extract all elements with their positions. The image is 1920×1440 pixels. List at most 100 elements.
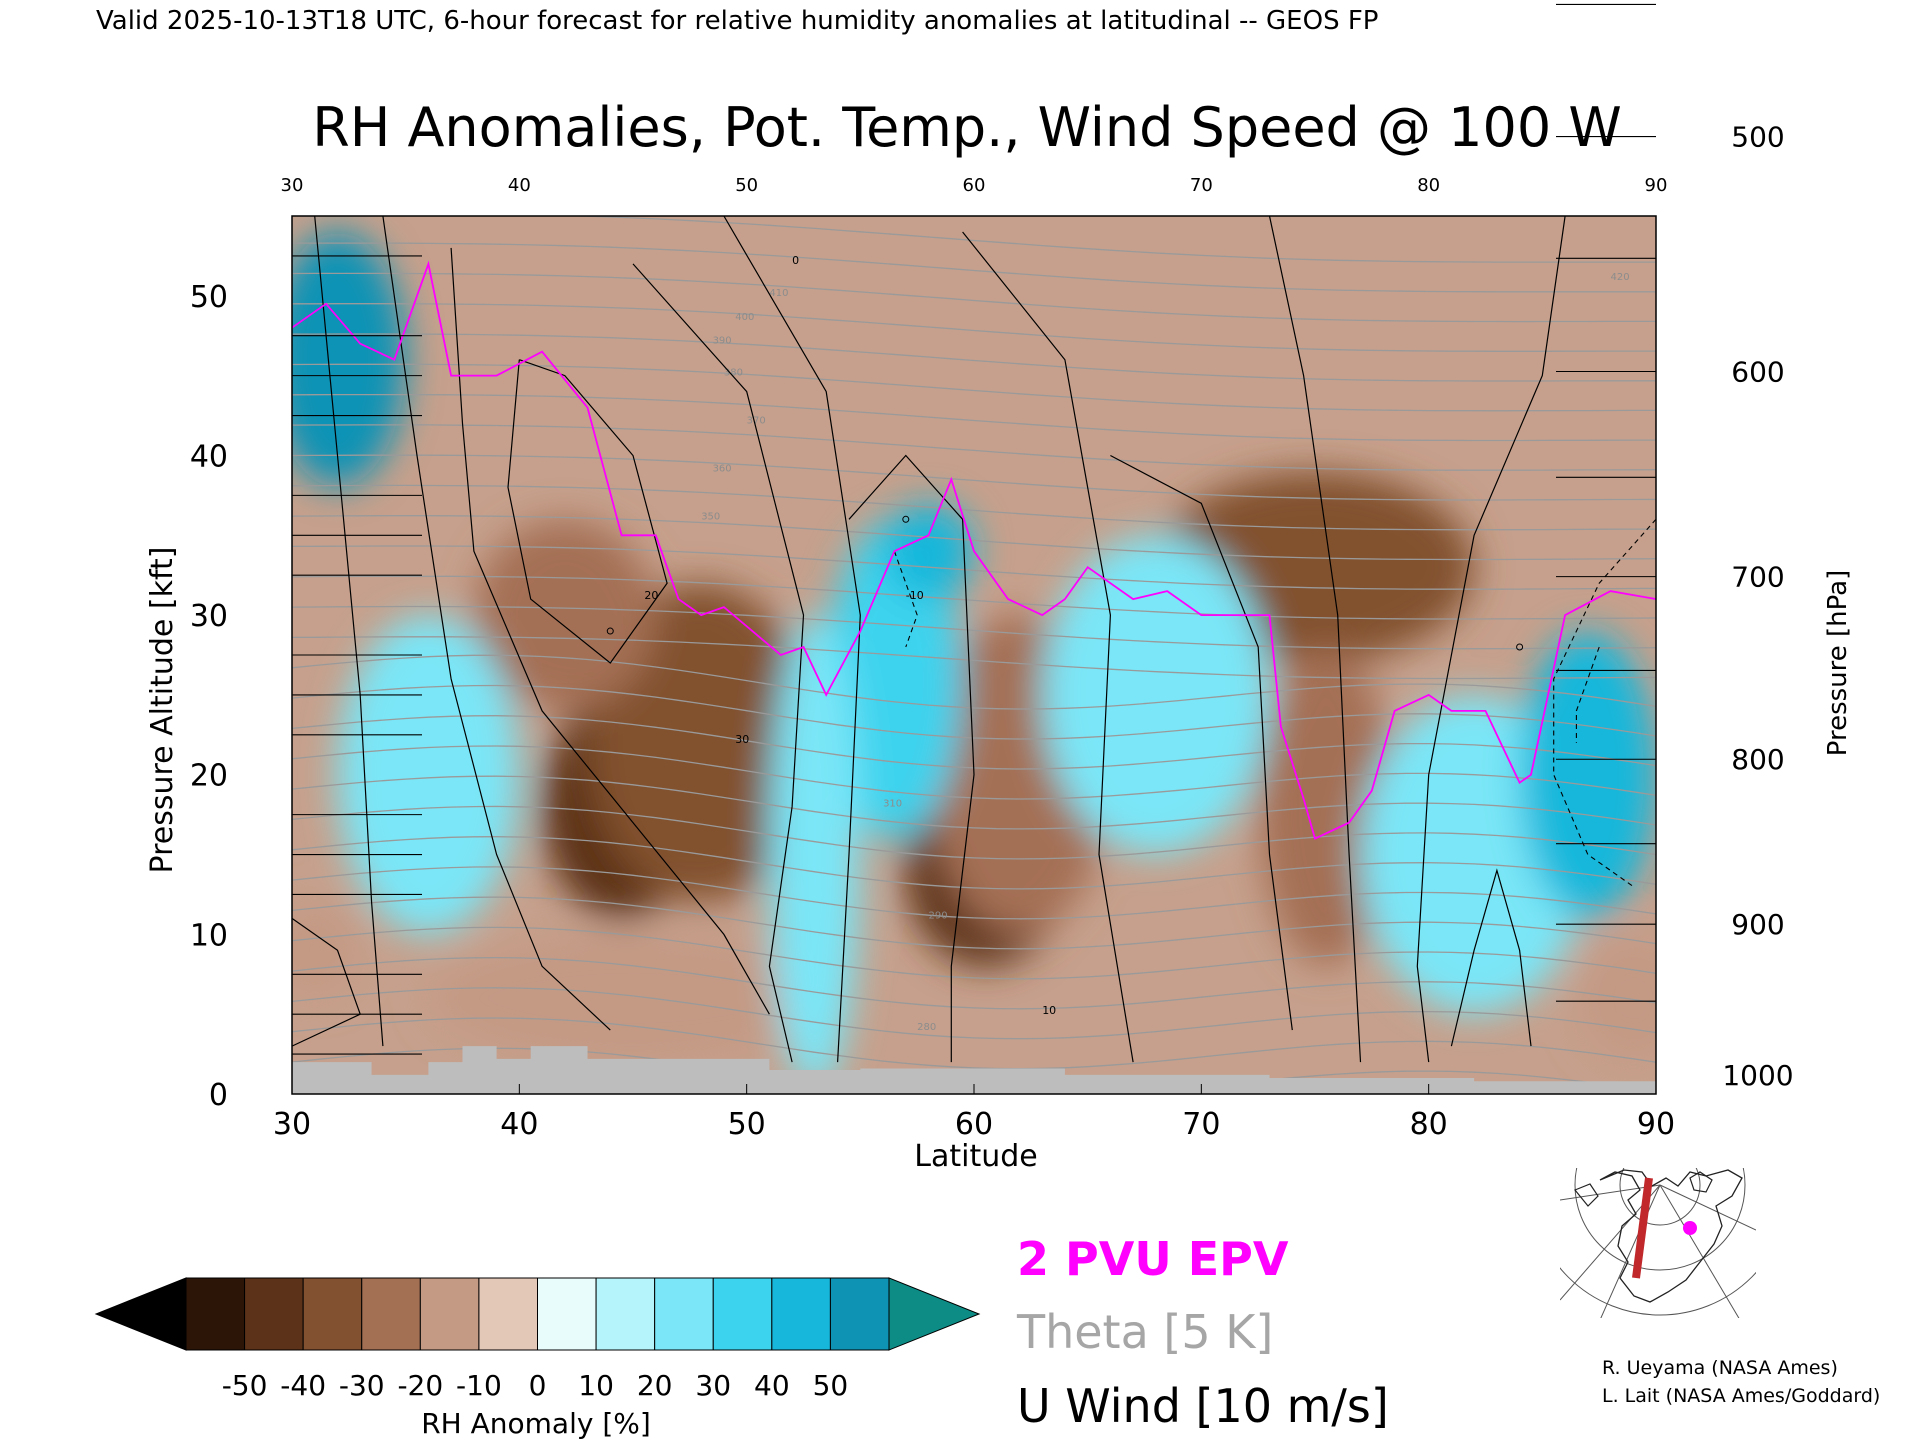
colorbar-segment	[302, 1277, 363, 1351]
theta-contour-line	[292, 866, 1656, 920]
credit-line-1: R. Ueyama (NASA Ames)	[1602, 1357, 1838, 1379]
u-wind-contour-line	[507, 359, 668, 664]
colorbar-tick-label: 30	[695, 1369, 731, 1402]
top-x-tick-label: 40	[508, 175, 531, 196]
colorbar-tick-label: 10	[578, 1369, 614, 1402]
chart-title: RH Anomalies, Pot. Temp., Wind Speed @ 1…	[312, 96, 1622, 159]
credit-line-2: L. Lait (NASA Ames/Goddard)	[1602, 1385, 1880, 1407]
colorbar-segment	[771, 1277, 831, 1351]
colorbar-tick-label: -50	[222, 1369, 268, 1402]
altitude-ticks: 0 10 20 30 40 50	[190, 215, 422, 1113]
u-wind-jet-core	[1516, 643, 1524, 651]
u-wind-negative-contour	[893, 551, 918, 648]
u-wind-contour-line	[632, 263, 805, 1063]
u-wind-contour-label: 30	[735, 733, 749, 746]
top-x-tick-label: 30	[281, 175, 304, 196]
y-axis-label: Pressure Altitude [kft]	[145, 547, 180, 874]
rh-anomaly-cell	[883, 503, 974, 600]
colorbar-tick-label: 50	[813, 1369, 849, 1402]
u-wind-contour-line	[1268, 216, 1362, 1063]
y-tick-label: 20	[190, 759, 228, 794]
x-tick-label: 70	[1182, 1107, 1220, 1142]
theta-contour-line	[292, 424, 1656, 471]
theta-contour-label: 420	[1611, 272, 1630, 283]
top-x-tick-label: 80	[1417, 175, 1440, 196]
theta-contour-line	[292, 987, 1656, 1040]
colorbar-segment	[654, 1277, 714, 1351]
theta-contour-line	[292, 1017, 1656, 1070]
top-x-tick-label: 60	[963, 175, 986, 196]
x-axis-label: Latitude	[914, 1139, 1037, 1174]
colorbar-segment	[537, 1277, 597, 1351]
pressure-tick-label: 600	[1731, 356, 1784, 389]
x-tick-label: 60	[955, 1107, 993, 1142]
pressure-tick-label: 1000	[1722, 1059, 1793, 1092]
theta-contour-line	[292, 575, 1656, 620]
top-x-tick-label: 50	[735, 175, 758, 196]
theta-contour-label: 280	[917, 1022, 936, 1033]
pressure-tick-label: 700	[1731, 561, 1784, 594]
theta-contour-label: 360	[713, 463, 732, 474]
pv-line-layer	[292, 260, 1656, 840]
theta-contour-label: 310	[883, 799, 902, 810]
u-wind-contour-label: 20	[644, 589, 658, 602]
colorbar-segment	[595, 1277, 656, 1351]
theta-contour-label: 380	[724, 368, 743, 379]
u-wind-contour-line	[723, 216, 861, 1063]
u-wind-contour-line	[962, 231, 1134, 1063]
terrain-mask	[292, 1046, 1656, 1094]
theta-contour-label: 390	[713, 336, 732, 347]
rh-anomaly-cell	[428, 934, 838, 1063]
theta-contour-line	[292, 636, 1656, 680]
colorbar-label: RH Anomaly [%]	[421, 1407, 651, 1440]
x-tick-label: 50	[728, 1107, 766, 1142]
theta-contour-line	[292, 805, 1656, 860]
rh-anomaly-cell	[769, 615, 861, 1094]
colorbar-tick-label: 0	[529, 1369, 547, 1402]
theta-contour-label: 400	[735, 312, 754, 323]
top-x-tick-label: 70	[1190, 175, 1213, 196]
rh-anomaly-cell	[292, 232, 406, 488]
u-wind-contour-line	[292, 917, 361, 1047]
colorbar-segment	[185, 1277, 246, 1351]
colorbar-segment	[361, 1277, 421, 1351]
theta-contour-line	[292, 684, 1656, 740]
rh-anomaly-cell	[587, 583, 815, 903]
pv-2pvu-line	[292, 260, 1656, 840]
theta-contour-line	[292, 956, 1656, 1010]
theta-contour-label: 350	[701, 511, 720, 522]
theta-contour-line	[292, 605, 1656, 650]
theta-contour-line	[292, 333, 1656, 382]
y-tick-label: 30	[190, 599, 228, 634]
colorbar-max-arrow	[888, 1277, 981, 1351]
plot-area: 280 290 310 350 360 370 380 390 400 410 420 0 10 20 3…	[292, 216, 1656, 1094]
rh-anomaly-cell	[1519, 631, 1656, 919]
colorbar-tick-label: -40	[280, 1369, 326, 1402]
theta-contour-line	[292, 896, 1656, 950]
u-wind-jet-core	[902, 515, 910, 523]
theta-contour-label: 410	[769, 288, 788, 299]
legend-uwind: U Wind [10 m/s]	[1017, 1379, 1389, 1433]
colorbar-tick-label: 40	[754, 1369, 790, 1402]
y-tick-label: 40	[190, 439, 228, 474]
theta-contour-line	[292, 836, 1656, 890]
theta-contour-line	[292, 654, 1656, 710]
bottom-lat-ticks: 30 40 50 60 70 80 90	[273, 1084, 1675, 1142]
theta-contour-line	[292, 272, 1656, 323]
u-wind-jet-core	[606, 627, 614, 635]
x-tick-label: 30	[273, 1107, 311, 1142]
theta-contour-line	[292, 484, 1656, 531]
colorbar-tick-label: 20	[637, 1369, 673, 1402]
top-x-tick-label: 90	[1645, 175, 1668, 196]
u-wind-contour-label: -10	[906, 589, 924, 602]
theta-contour-line	[292, 303, 1656, 352]
location-marker-icon	[1683, 1221, 1697, 1235]
u-wind-contour-line	[1110, 454, 1293, 1031]
colorbar-segment	[419, 1277, 480, 1351]
y-tick-label: 50	[190, 280, 228, 315]
cross-section-line	[1632, 1177, 1653, 1279]
colorbar: -50 -40 -30 -20 -10 0 10 20 30 40 50	[94, 1277, 981, 1402]
pressure-tick-label: 500	[1731, 121, 1784, 154]
colorbar-segment	[478, 1277, 538, 1351]
